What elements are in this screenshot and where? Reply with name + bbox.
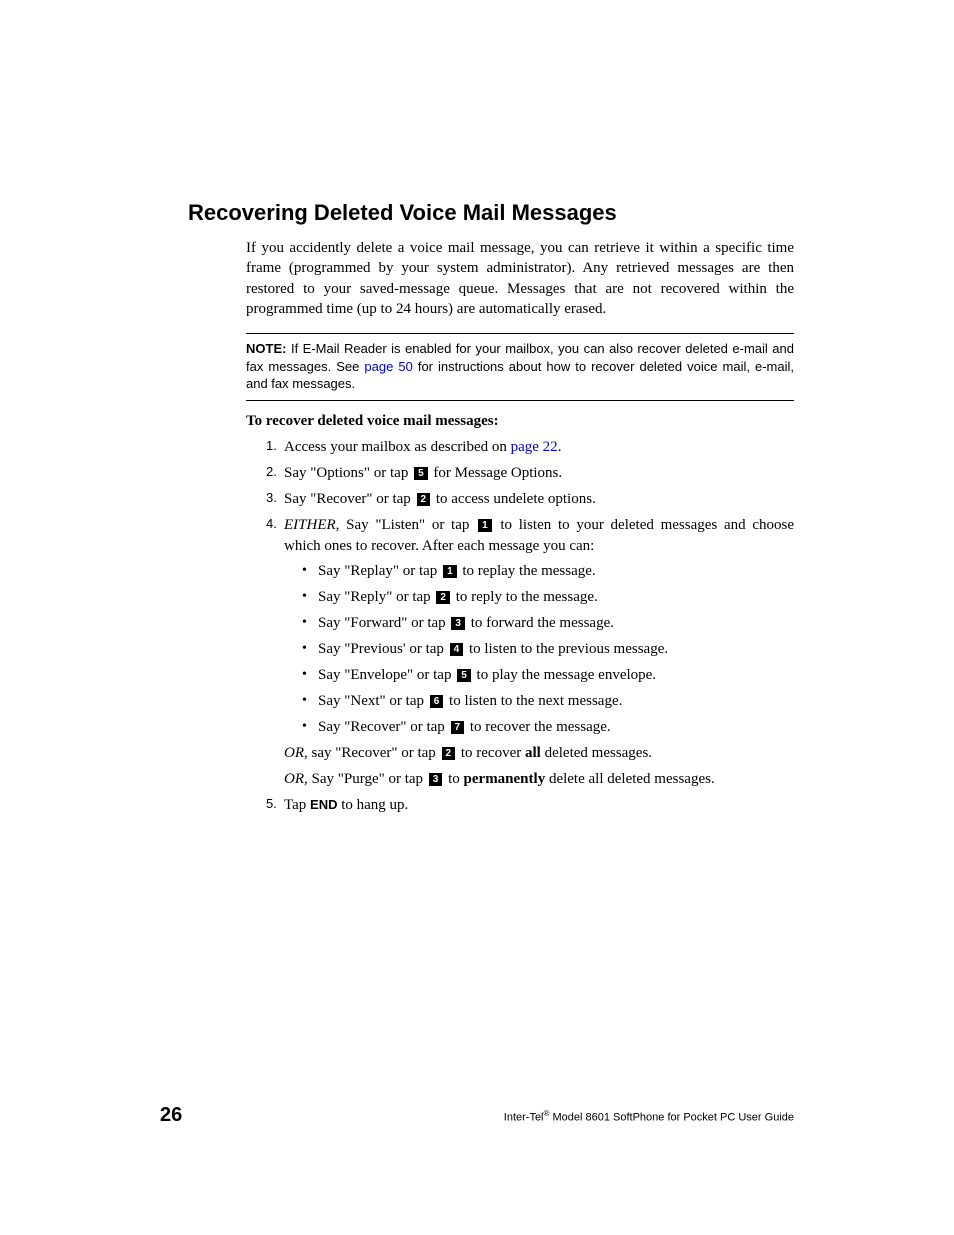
bullet-post: to recover the message. <box>466 719 611 735</box>
step-number: 1. <box>266 437 277 455</box>
bullet-forward: Say "Forward" or tap 3 to forward the me… <box>302 613 794 634</box>
keycap-6-icon: 6 <box>430 695 444 708</box>
end-key-label: END <box>310 797 337 812</box>
keycap-5-icon: 5 <box>414 467 428 480</box>
section-heading: Recovering Deleted Voice Mail Messages <box>188 200 794 226</box>
or-mid: to recover <box>457 745 525 761</box>
bullet-pre: Say "Reply" or tap <box>318 589 434 605</box>
procedure-heading: To recover deleted voice mail messages: <box>246 413 794 430</box>
note-box: NOTE: If E-Mail Reader is enabled for yo… <box>246 333 794 401</box>
bullet-pre: Say "Replay" or tap <box>318 563 441 579</box>
bullet-previous: Say "Previous' or tap 4 to listen to the… <box>302 639 794 660</box>
keycap-1-icon: 1 <box>443 565 457 578</box>
bullet-post: to play the message envelope. <box>473 667 656 683</box>
footer-brand-pre: Inter-Tel <box>504 1112 544 1124</box>
bullet-pre: Say "Envelope" or tap <box>318 667 455 683</box>
bullet-post: to forward the message. <box>467 615 614 631</box>
keycap-3-icon: 3 <box>451 617 465 630</box>
or-bold: permanently <box>464 771 546 787</box>
bullet-post: to listen to the previous message. <box>465 641 668 657</box>
page-container: Recovering Deleted Voice Mail Messages I… <box>0 0 954 881</box>
step-2: 2. Say "Options" or tap 5 for Message Op… <box>266 463 794 484</box>
step-1: 1. Access your mailbox as described on p… <box>266 437 794 458</box>
or-pre: say "Recover" or tap <box>308 745 440 761</box>
step-text-post: to hang up. <box>337 797 408 813</box>
link-page22[interactable]: page 22 <box>511 439 558 455</box>
steps-list: 1. Access your mailbox as described on p… <box>266 437 794 816</box>
or-bold: all <box>525 745 541 761</box>
keycap-4-icon: 4 <box>450 643 464 656</box>
step-text-pre: Tap <box>284 797 310 813</box>
intro-paragraph: If you accidently delete a voice mail me… <box>246 238 794 319</box>
step-number: 4. <box>266 515 277 533</box>
page-number: 26 <box>160 1104 182 1127</box>
or-recover-all: OR, say "Recover" or tap 2 to recover al… <box>284 743 794 764</box>
keycap-2-icon: 2 <box>417 493 431 506</box>
bullet-pre: Say "Forward" or tap <box>318 615 449 631</box>
bullet-envelope: Say "Envelope" or tap 5 to play the mess… <box>302 665 794 686</box>
or-label: OR, <box>284 745 308 761</box>
step-text-pre: Say "Listen" or tap <box>339 517 476 533</box>
bullet-next: Say "Next" or tap 6 to listen to the nex… <box>302 691 794 712</box>
keycap-3-icon: 3 <box>429 773 443 786</box>
bullet-reply: Say "Reply" or tap 2 to reply to the mes… <box>302 587 794 608</box>
keycap-1-icon: 1 <box>478 519 492 532</box>
bullet-pre: Say "Recover" or tap <box>318 719 449 735</box>
bullet-post: to listen to the next message. <box>445 693 622 709</box>
step-text-pre: Say "Options" or tap <box>284 465 412 481</box>
step-number: 3. <box>266 489 277 507</box>
step-3: 3. Say "Recover" or tap 2 to access unde… <box>266 489 794 510</box>
or-label: OR, <box>284 771 308 787</box>
step-text-post: to access undelete options. <box>432 491 596 507</box>
bullet-replay: Say "Replay" or tap 1 to replay the mess… <box>302 561 794 582</box>
either-label: EITHER, <box>284 517 339 533</box>
step-number: 5. <box>266 795 277 813</box>
step-text-post: . <box>558 439 562 455</box>
or-mid: to <box>444 771 463 787</box>
step-text-pre: Access your mailbox as described on <box>284 439 511 455</box>
step-text-post: for Message Options. <box>430 465 562 481</box>
note-link-page50[interactable]: page 50 <box>364 359 412 374</box>
keycap-2-icon: 2 <box>436 591 450 604</box>
footer-title: Inter-Tel® Model 8601 SoftPhone for Pock… <box>504 1109 794 1124</box>
bullet-pre: Say "Previous' or tap <box>318 641 448 657</box>
bullet-post: to replay the message. <box>459 563 596 579</box>
bullets-list: Say "Replay" or tap 1 to replay the mess… <box>302 561 794 738</box>
step-5: 5. Tap END to hang up. <box>266 795 794 816</box>
bullet-pre: Say "Next" or tap <box>318 693 428 709</box>
body-indent-block: If you accidently delete a voice mail me… <box>246 238 794 816</box>
keycap-2-icon: 2 <box>442 747 456 760</box>
note-label: NOTE: <box>246 341 286 356</box>
footer-brand-post: Model 8601 SoftPhone for Pocket PC User … <box>549 1112 794 1124</box>
keycap-5-icon: 5 <box>457 669 471 682</box>
or-purge: OR, Say "Purge" or tap 3 to permanently … <box>284 769 794 790</box>
bullet-post: to reply to the message. <box>452 589 598 605</box>
or-pre: Say "Purge" or tap <box>308 771 427 787</box>
step-number: 2. <box>266 463 277 481</box>
step-text-pre: Say "Recover" or tap <box>284 491 415 507</box>
or-post: delete all deleted messages. <box>545 771 715 787</box>
bullet-recover: Say "Recover" or tap 7 to recover the me… <box>302 717 794 738</box>
keycap-7-icon: 7 <box>451 721 465 734</box>
or-post: deleted messages. <box>541 745 652 761</box>
step-4: 4. EITHER, Say "Listen" or tap 1 to list… <box>266 515 794 790</box>
page-footer: 26 Inter-Tel® Model 8601 SoftPhone for P… <box>160 1104 794 1127</box>
